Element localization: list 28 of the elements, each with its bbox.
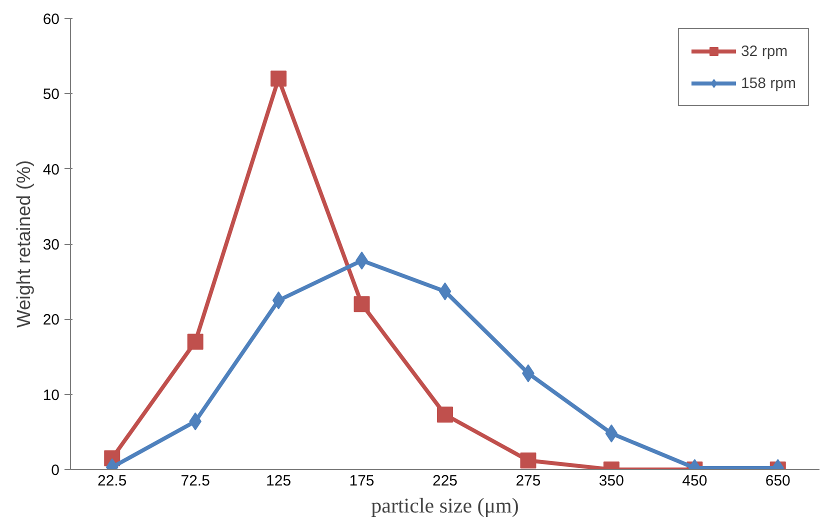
point (605, 424, 618, 442)
point (438, 282, 452, 300)
point (270, 70, 287, 87)
y-tick-label: 60 (42, 11, 60, 28)
legend-label: 158 rpm (740, 74, 796, 92)
point (437, 406, 453, 423)
y-axis-title: Weight retained (%) (14, 160, 35, 328)
y-tick-label: 10 (42, 386, 60, 404)
x-tick-label: 275 (516, 472, 541, 490)
y-tick-label: 0 (51, 462, 60, 479)
y-tick-label: 40 (42, 161, 60, 178)
x-tick-label: 450 (682, 472, 708, 490)
point (354, 296, 370, 312)
y-tick-label: 20 (42, 312, 60, 329)
x-tick-label: 175 (349, 472, 374, 490)
x-tick-label: 350 (598, 472, 624, 490)
x-axis-title: particle size (μm) (371, 494, 519, 518)
x-tick-label: 650 (765, 472, 790, 490)
point (272, 291, 285, 310)
point (520, 452, 536, 468)
y-tick-label: 30 (42, 236, 60, 254)
legend-label: 32 rpm (740, 42, 788, 60)
x-tick-label: 22.5 (98, 472, 127, 490)
point (187, 334, 204, 350)
x-tick-label: 225 (432, 472, 458, 490)
y-tick-label: 50 (42, 86, 60, 104)
x-tick-label: 125 (266, 472, 292, 490)
x-tick-label: 72.5 (180, 472, 210, 490)
